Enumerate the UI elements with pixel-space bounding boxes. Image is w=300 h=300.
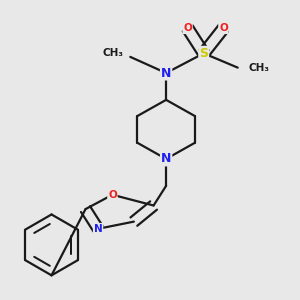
Text: O: O (108, 190, 117, 200)
Text: S: S (199, 47, 208, 60)
Text: N: N (161, 67, 171, 80)
Text: O: O (219, 23, 228, 33)
Text: N: N (94, 224, 103, 234)
Text: O: O (183, 23, 192, 33)
Text: CH₃: CH₃ (102, 48, 123, 58)
Text: CH₃: CH₃ (248, 63, 269, 73)
Text: N: N (161, 152, 171, 166)
